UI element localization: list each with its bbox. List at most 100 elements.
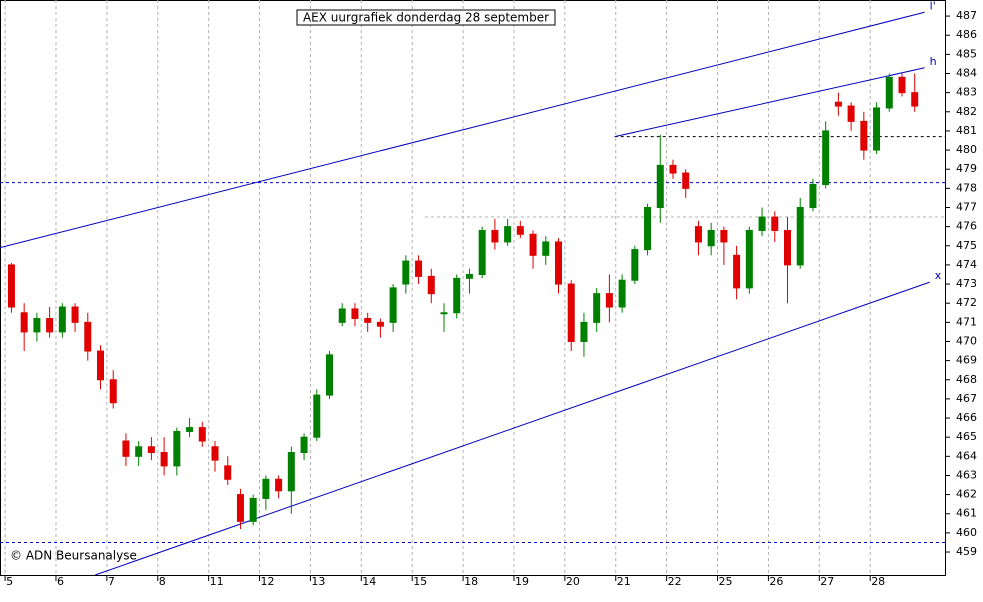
x-tick-label: 8 xyxy=(159,575,166,588)
y-tick-label: 465 xyxy=(956,430,977,443)
candle-body xyxy=(796,206,804,266)
x-tick-label: 21 xyxy=(617,575,631,588)
candle-body xyxy=(605,293,613,308)
candle-body xyxy=(567,283,575,342)
candle-body xyxy=(491,229,499,243)
x-tick-label: 20 xyxy=(566,575,580,588)
x-tick-label: 15 xyxy=(413,575,427,588)
candle-body xyxy=(745,229,753,289)
x-tick-label: 13 xyxy=(311,575,325,588)
candle-body xyxy=(580,321,588,342)
candle-body xyxy=(733,254,741,289)
candle-body xyxy=(262,478,270,499)
candle-body xyxy=(109,379,117,404)
candle-body xyxy=(771,216,779,231)
candle-body xyxy=(809,184,817,208)
y-tick-label: 467 xyxy=(956,392,977,405)
x-tick-label: 27 xyxy=(820,575,834,588)
candle-body xyxy=(147,446,155,453)
y-tick-label: 478 xyxy=(956,181,977,194)
candle-body xyxy=(898,76,906,94)
trend-line xyxy=(94,281,930,576)
candle-body xyxy=(885,76,893,109)
candle-body xyxy=(389,287,397,323)
candle-body xyxy=(656,164,664,208)
x-tick-label: 5 xyxy=(6,575,13,588)
y-tick-label: 473 xyxy=(956,277,977,290)
candle-body xyxy=(122,440,130,457)
title-box xyxy=(296,9,556,26)
y-tick-label: 470 xyxy=(956,334,977,347)
y-tick-label: 484 xyxy=(956,67,977,80)
candle-body xyxy=(376,321,384,327)
candle-body xyxy=(7,264,15,308)
trend-line xyxy=(0,11,925,249)
candle-body xyxy=(478,229,486,275)
candle-body xyxy=(631,249,639,281)
candle-body xyxy=(33,318,41,333)
chart-title: AEX uurgrafiek donderdag 28 september xyxy=(303,11,549,25)
candle-body xyxy=(555,241,563,285)
y-tick-label: 476 xyxy=(956,220,977,233)
y-tick-label: 487 xyxy=(956,9,977,22)
candle-body xyxy=(529,233,537,256)
x-tick-label: 19 xyxy=(515,575,529,588)
y-tick-label: 480 xyxy=(956,143,977,156)
candle-body xyxy=(758,216,766,231)
candle-body xyxy=(249,497,257,522)
plot xyxy=(0,0,945,576)
candle-body xyxy=(682,172,690,189)
y-tick-label: 459 xyxy=(956,545,977,558)
y-tick-label: 477 xyxy=(956,200,977,213)
x-tick-label: 18 xyxy=(464,575,478,588)
candle-body xyxy=(720,229,728,243)
candle-body xyxy=(465,273,473,279)
trend-label: l' xyxy=(930,0,936,12)
y-tick-label: 461 xyxy=(956,507,977,520)
candle-body xyxy=(160,451,168,467)
trend-line xyxy=(614,67,925,138)
candle-body xyxy=(644,206,652,251)
candle-body xyxy=(847,105,855,122)
candle-body xyxy=(822,130,830,186)
x-tick-label: 14 xyxy=(362,575,376,588)
y-tick-label: 464 xyxy=(956,449,977,462)
candle-body xyxy=(287,451,295,492)
plot-frame xyxy=(0,0,946,576)
candle-body xyxy=(669,164,677,174)
candle-body xyxy=(338,308,346,323)
y-tick-label: 482 xyxy=(956,105,977,118)
y-tick-label: 472 xyxy=(956,296,977,309)
candle-body xyxy=(402,260,410,285)
candle-body xyxy=(504,226,512,243)
y-tick-label: 466 xyxy=(956,411,977,424)
candle-body xyxy=(58,306,66,333)
y-tick-label: 474 xyxy=(956,258,977,271)
y-tick-label: 460 xyxy=(956,526,977,539)
x-tick-label: 6 xyxy=(57,575,64,588)
candle-body xyxy=(694,226,702,243)
y-tick-label: 462 xyxy=(956,488,977,501)
candle-body xyxy=(784,229,791,266)
y-tick-label: 471 xyxy=(956,315,977,328)
y-tick-label: 486 xyxy=(956,28,977,41)
y-tick-label: 463 xyxy=(956,468,977,481)
candle-body xyxy=(224,465,232,480)
candle-body xyxy=(173,430,181,467)
candle-body xyxy=(351,308,359,320)
candle-body xyxy=(440,312,448,315)
x-tick-label: 26 xyxy=(769,575,783,588)
x-tick-label: 7 xyxy=(108,575,115,588)
candle-body xyxy=(516,226,524,235)
candle-body xyxy=(911,92,919,107)
candle-body xyxy=(84,321,92,352)
candle-body xyxy=(71,306,79,323)
candle-body xyxy=(415,260,423,277)
trend-label: x xyxy=(935,269,942,282)
candle-body xyxy=(46,318,54,333)
candle-body xyxy=(364,318,372,323)
candle-body xyxy=(275,478,283,492)
candle-body xyxy=(236,494,244,522)
candle-body xyxy=(97,350,105,381)
